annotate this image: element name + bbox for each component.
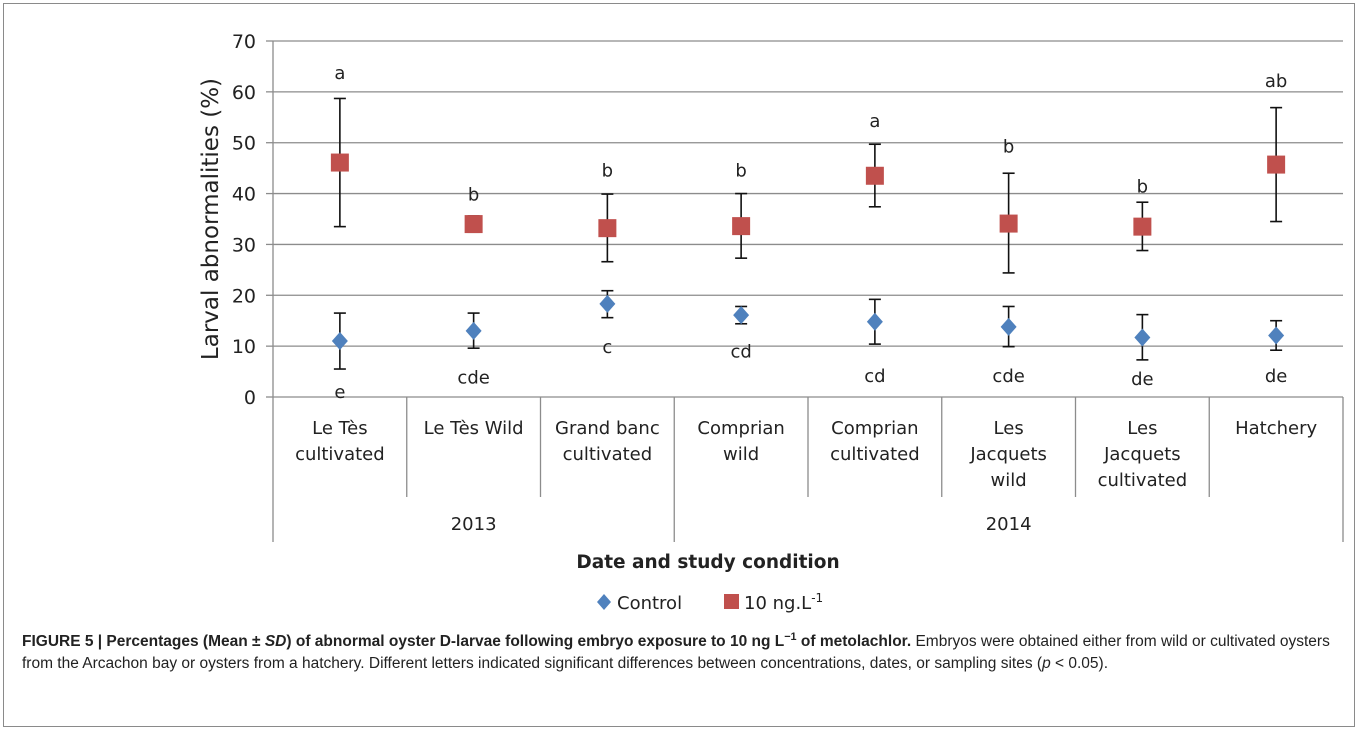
significance-letter: de xyxy=(1265,366,1288,387)
chart: 0 10 20 30 40 50 60 70 Larval abnormalities (%) L… xyxy=(198,31,1344,614)
y-tick-label: 60 xyxy=(232,82,256,104)
data-point-diamond xyxy=(465,321,482,340)
data-point-square xyxy=(732,217,751,236)
significance-letter: a xyxy=(334,63,345,84)
data-point-square xyxy=(464,215,483,234)
significance-letter: e xyxy=(334,382,345,403)
category-label: Le Tès Wild xyxy=(424,418,524,439)
y-tick-label: 40 xyxy=(232,184,256,206)
y-tick-label: 0 xyxy=(244,387,256,409)
y-tick-label: 30 xyxy=(232,234,256,256)
figure-caption: FIGURE 5 | Percentages (Mean ± SD) of ab… xyxy=(22,631,1347,675)
significance-letter: b xyxy=(602,161,613,182)
significance-letter: b xyxy=(1137,176,1148,197)
y-tick-label: 10 xyxy=(232,336,256,358)
data-point-square xyxy=(598,219,617,238)
significance-letter: cd xyxy=(730,342,751,363)
category-label: Les xyxy=(994,418,1024,439)
caption-body: Embryos were obtained either from wild o… xyxy=(22,633,1330,672)
data-point-square xyxy=(330,153,349,172)
caption-body-end: < 0.05). xyxy=(1050,655,1109,672)
category-label: Jacquets xyxy=(969,444,1047,465)
data-point-diamond xyxy=(1268,326,1285,345)
category-label: cultivated xyxy=(830,444,920,465)
data-point-square xyxy=(865,166,884,185)
caption-p: p xyxy=(1042,655,1051,672)
category-label: wild xyxy=(723,444,759,465)
y-tick-label: 70 xyxy=(232,31,256,53)
category-label: cultivated xyxy=(563,444,653,465)
legend-marker-diamond xyxy=(597,594,611,610)
group-label: 2014 xyxy=(986,514,1032,535)
significance-letter: cd xyxy=(864,366,885,387)
x-axis-label: Date and study condition xyxy=(576,552,839,573)
legend-label: 10 ng.L-1 xyxy=(744,591,823,614)
data-point-diamond xyxy=(1000,317,1017,336)
category-label: Comprian xyxy=(697,418,784,439)
legend-label: Control xyxy=(617,593,682,614)
data-point-diamond xyxy=(599,294,616,313)
data-point-square xyxy=(1133,217,1152,236)
significance-letter: b xyxy=(735,161,746,182)
significance-letter: de xyxy=(1131,369,1154,390)
y-tick-label: 20 xyxy=(232,285,256,307)
data-point-diamond xyxy=(1134,328,1151,347)
significance-letter: b xyxy=(1003,136,1014,157)
significance-letter: ab xyxy=(1265,71,1287,92)
significance-letter: cde xyxy=(457,368,489,389)
significance-letter: a xyxy=(869,111,880,132)
category-label: wild xyxy=(991,470,1027,491)
category-label: cultivated xyxy=(295,444,385,465)
data-point-diamond xyxy=(733,306,750,325)
significance-letter: c xyxy=(602,337,612,358)
figure-frame: 0 10 20 30 40 50 60 70 Larval abnormalities (%) L… xyxy=(3,3,1355,727)
data-point-square xyxy=(1267,155,1286,174)
significance-letter: b xyxy=(468,185,479,206)
caption-title: FIGURE 5 | Percentages (Mean ± SD) of ab… xyxy=(22,630,912,650)
category-label: Jacquets xyxy=(1103,444,1181,465)
category-label: Hatchery xyxy=(1235,418,1317,439)
y-tick-label: 50 xyxy=(232,133,256,155)
significance-letter: cde xyxy=(992,366,1024,387)
category-label: Le Tès xyxy=(312,418,367,439)
category-label: Les xyxy=(1127,418,1157,439)
category-label: cultivated xyxy=(1098,470,1188,491)
legend-marker-square xyxy=(724,594,739,609)
category-label: Grand banc xyxy=(555,418,660,439)
data-point-diamond xyxy=(866,312,883,331)
data-point-diamond xyxy=(331,332,348,351)
data-point-square xyxy=(999,214,1018,233)
y-axis-label: Larval abnormalities (%) xyxy=(198,78,224,360)
legend-label-sup: -1 xyxy=(811,591,823,605)
group-label: 2013 xyxy=(451,514,497,535)
category-label: Comprian xyxy=(831,418,918,439)
